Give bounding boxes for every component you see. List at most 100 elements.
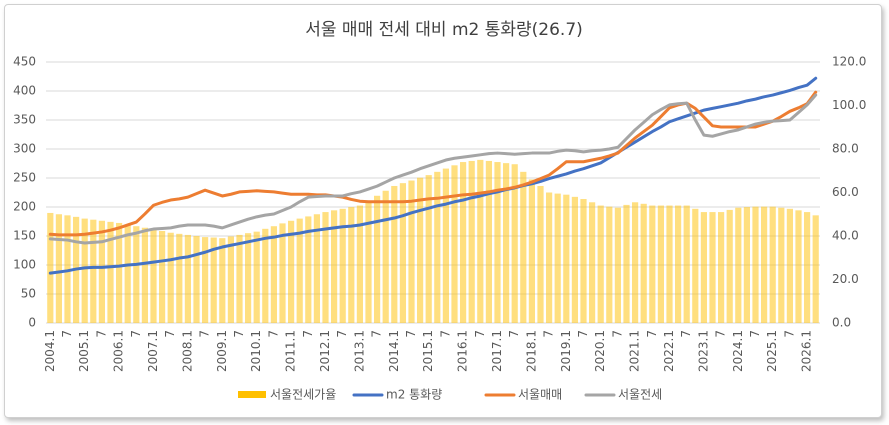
x-tick-label: 7	[748, 330, 762, 338]
legend-swatch	[238, 391, 266, 398]
y2-tick-label: 0.0	[832, 316, 851, 330]
bar	[262, 228, 269, 323]
bar	[546, 192, 553, 323]
x-tick-label: 2012.1	[318, 330, 332, 372]
y-tick-label: 300	[13, 142, 36, 156]
bar	[55, 214, 62, 323]
bar	[743, 207, 750, 323]
bar	[632, 202, 639, 323]
y-tick-label: 50	[21, 287, 36, 301]
bar	[761, 206, 768, 323]
y-tick-label: 100	[13, 258, 36, 272]
y2-tick-label: 120.0	[832, 55, 866, 69]
bar	[520, 171, 527, 323]
legend-label: m2 통화량	[386, 388, 442, 402]
x-tick-label: 2018.1	[524, 330, 538, 372]
y-tick-label: 200	[13, 200, 36, 214]
bar	[296, 218, 303, 323]
bar	[666, 205, 673, 323]
bar	[477, 159, 484, 323]
bar	[657, 205, 664, 323]
bar	[313, 214, 320, 323]
y-tick-label: 450	[13, 55, 36, 69]
bar	[236, 234, 243, 323]
bar	[589, 202, 596, 323]
x-tick-label: 7	[782, 330, 796, 338]
bar	[442, 168, 449, 323]
x-tick-label: 2006.1	[112, 330, 126, 372]
bar	[425, 175, 432, 323]
x-tick-label: 7	[335, 330, 349, 338]
bar	[322, 212, 329, 323]
bar	[683, 205, 690, 323]
chart-title: 서울 매매 전세 대비 m2 통화량(26.7)	[305, 20, 583, 40]
bar	[649, 205, 656, 323]
bar	[81, 218, 88, 323]
x-tick-label: 2022.1	[662, 330, 676, 372]
bar	[451, 165, 458, 323]
bar	[227, 236, 234, 323]
bar	[675, 205, 682, 323]
x-tick-label: 7	[129, 330, 143, 338]
x-tick-label: 7	[714, 330, 728, 338]
bar	[141, 227, 148, 323]
bar	[726, 209, 733, 323]
y2-tick-label: 80.0	[832, 142, 859, 156]
line	[48, 93, 818, 245]
bar	[769, 206, 776, 323]
bar	[580, 199, 587, 323]
bar	[382, 190, 389, 323]
legend-label: 서울전세가율	[270, 388, 336, 402]
bar	[279, 223, 286, 323]
bar	[374, 195, 381, 323]
bar	[124, 224, 131, 323]
bar	[133, 226, 140, 323]
bar	[159, 230, 166, 323]
x-tick-label: 2026.1	[800, 330, 814, 372]
bar	[786, 208, 793, 323]
y-tick-label: 150	[13, 229, 36, 243]
x-tick-label: 2008.1	[180, 330, 194, 372]
bar	[365, 200, 372, 323]
bar	[339, 208, 346, 323]
bar	[692, 208, 699, 323]
bar	[804, 212, 811, 323]
x-tick-label: 2019.1	[559, 330, 573, 372]
bar	[597, 205, 604, 323]
bar	[537, 185, 544, 323]
x-tick-label: 7	[542, 330, 556, 338]
x-tick-label: 2010.1	[249, 330, 263, 372]
bar	[511, 164, 518, 323]
bar-layer	[47, 159, 819, 323]
x-tick-label: 2004.1	[43, 330, 57, 372]
y-tick-label: 250	[13, 171, 36, 185]
x-tick-label: 7	[301, 330, 315, 338]
bar	[503, 163, 510, 323]
y2-tick-label: 40.0	[832, 229, 859, 243]
bar	[270, 226, 277, 323]
line-layer	[48, 76, 818, 275]
bar	[606, 206, 613, 323]
x-tick-label: 2015.1	[421, 330, 435, 372]
bar	[219, 238, 226, 323]
bar	[614, 207, 621, 323]
bar	[391, 185, 398, 323]
x-tick-label: 2023.1	[696, 330, 710, 372]
bar	[167, 232, 174, 323]
bar	[718, 212, 725, 323]
bar	[184, 234, 191, 323]
x-tick-label: 7	[610, 330, 624, 338]
y2-tick-label: 20.0	[832, 272, 859, 286]
y-tick-label: 350	[13, 113, 36, 127]
y2-tick-label: 100.0	[832, 98, 866, 112]
y-tick-label: 400	[13, 84, 36, 98]
y-tick-label: 0	[28, 316, 36, 330]
bar	[348, 207, 355, 323]
bar	[408, 180, 415, 323]
bar	[735, 207, 742, 323]
bar	[305, 216, 312, 323]
bar	[107, 221, 114, 323]
bar	[752, 206, 759, 323]
